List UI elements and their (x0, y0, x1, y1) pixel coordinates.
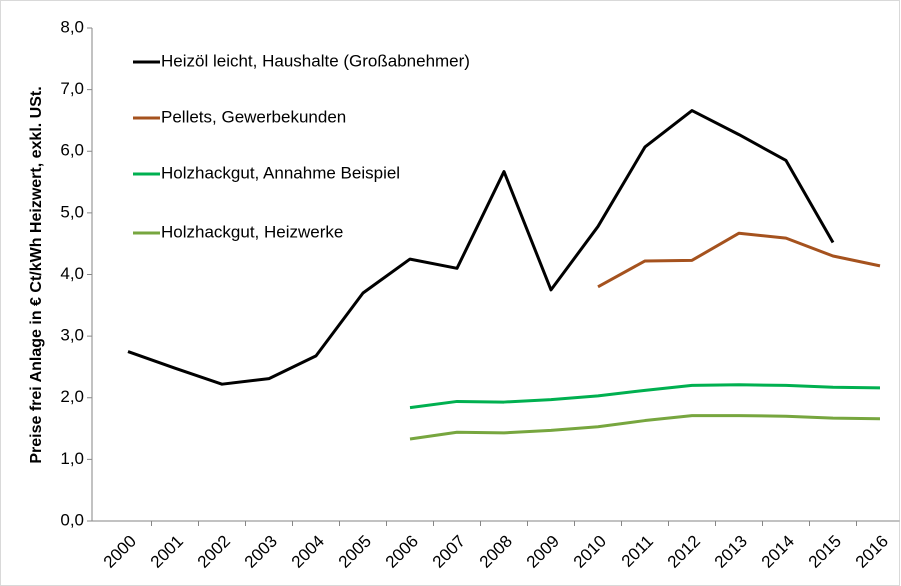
series-line (409, 414, 881, 441)
legend-label: Pellets, Gewerbekunden (161, 107, 346, 126)
y-tick-label: 0,0 (60, 510, 84, 529)
y-tick-label: 4,0 (60, 264, 84, 283)
legend-label: Holzhackgut, Heizwerke (161, 222, 343, 241)
y-tick-label: 1,0 (60, 449, 84, 468)
legend-label: Heizöl leicht, Haushalte (Großabnehmer) (161, 51, 470, 70)
y-tick-label: 6,0 (60, 141, 84, 160)
y-tick-label: 8,0 (60, 17, 84, 36)
y-tick-label: 7,0 (60, 79, 84, 98)
legend-label: Holzhackgut, Annahme Beispiel (161, 163, 400, 182)
y-tick-label: 3,0 (60, 326, 84, 345)
y-tick-label: 2,0 (60, 387, 84, 406)
y-tick-label: 5,0 (60, 202, 84, 221)
series-line (127, 109, 835, 386)
series-line (597, 231, 881, 289)
series-line (409, 383, 881, 410)
y-axis-label: Preise frei Anlage in € Ct/kWh Heizwert,… (28, 86, 45, 463)
